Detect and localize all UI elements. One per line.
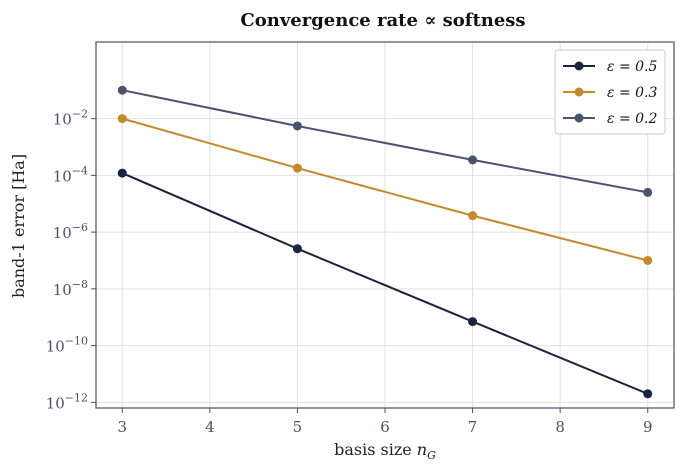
x-axis-label-sub: G [427, 449, 436, 462]
y-axis-label: band-1 error [Ha] [9, 154, 28, 298]
x-tick-label: 3 [117, 418, 127, 436]
x-tick-label: 8 [555, 418, 565, 436]
series-2 [117, 85, 653, 197]
y-tick-label: 10−2 [53, 108, 88, 129]
legend-label: ε = 0.5 [607, 59, 658, 75]
data-point [292, 244, 302, 254]
data-point [643, 389, 653, 399]
x-tick-label: 5 [293, 418, 303, 436]
x-tick-label: 6 [380, 418, 390, 436]
data-point [117, 85, 127, 95]
y-tick-label: 10−10 [46, 335, 88, 356]
x-tick-label: 7 [468, 418, 478, 436]
series-line [122, 117, 648, 262]
legend-label: ε = 0.2 [607, 111, 658, 127]
series-1 [117, 114, 653, 265]
legend-marker [574, 113, 584, 123]
data-point [117, 168, 127, 178]
series-layer [117, 85, 653, 399]
series-line [121, 172, 649, 395]
ticks: 3 4 5 6 7 8 9 10−12 10−10 10−8 10−6 10−4 10−2 [46, 108, 653, 436]
data-point [468, 317, 478, 327]
x-axis-label: basis size nG [334, 440, 436, 462]
legend-marker [574, 87, 584, 97]
data-point [292, 163, 302, 173]
chart-title: Convergence rate ∝ softness [240, 10, 525, 31]
data-point [292, 121, 302, 131]
data-point [468, 155, 478, 165]
y-tick-label: 10−6 [53, 221, 88, 242]
legend-entry: ε = 0.3 [563, 85, 658, 101]
series-0 [117, 168, 653, 399]
legend-box [554, 49, 666, 135]
y-tick-label: 10−12 [46, 391, 88, 412]
data-point [643, 187, 653, 197]
x-tick-label: 4 [205, 418, 215, 436]
x-axis-label-main: basis size [334, 440, 417, 459]
y-tick-label: 10−8 [53, 278, 88, 299]
data-point [117, 114, 127, 124]
legend-marker [574, 61, 584, 71]
legend-entry: ε = 0.5 [563, 59, 658, 75]
x-axis-label-var: n [417, 440, 427, 459]
x-tick-label: 9 [643, 418, 653, 436]
data-point [643, 255, 653, 265]
series-line [122, 89, 648, 194]
legend-label: ε = 0.3 [607, 85, 658, 101]
legend: ε = 0.5 ε = 0.3 ε = 0.2 [554, 49, 666, 135]
data-point [468, 211, 478, 221]
legend-entry: ε = 0.2 [563, 111, 658, 127]
y-tick-label: 10−4 [53, 164, 88, 185]
